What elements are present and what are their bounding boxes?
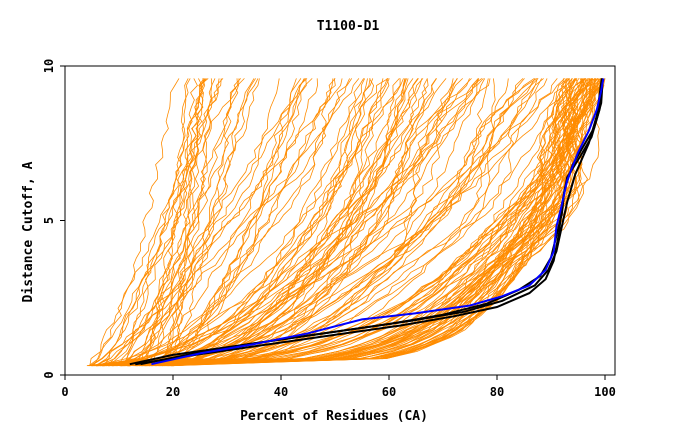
background-model-line: [152, 78, 374, 367]
background-model-line: [120, 78, 437, 367]
background-model-line: [169, 78, 305, 366]
y-tick-label: 0: [42, 371, 56, 378]
background-model-line: [139, 78, 297, 367]
background-model-line: [171, 78, 535, 367]
background-model-line: [130, 78, 260, 366]
y-tick-label: 5: [42, 217, 56, 224]
background-model-line: [135, 78, 240, 366]
x-tick-label: 100: [594, 385, 616, 399]
background-model-line: [141, 78, 597, 367]
background-model-line: [151, 78, 484, 367]
background-model-line: [170, 78, 419, 367]
background-model-line: [158, 78, 414, 367]
background-model-line: [94, 78, 206, 367]
background-model-line: [142, 78, 198, 366]
background-model-line: [128, 78, 585, 367]
background-model-line: [149, 78, 389, 367]
background-model-line: [89, 78, 222, 366]
background-model-line: [139, 78, 375, 367]
background-model-line: [132, 78, 539, 367]
background-model-line: [99, 78, 576, 367]
background-model-line: [140, 78, 496, 367]
y-tick-label: 10: [42, 59, 56, 73]
background-model-line: [86, 78, 480, 367]
background-model-line: [166, 78, 458, 367]
background-model-line: [149, 78, 536, 367]
background-model-line: [123, 78, 241, 366]
background-model-line: [98, 78, 255, 367]
background-model-line: [94, 78, 472, 367]
background-model-line: [127, 78, 463, 367]
background-model-line: [126, 78, 336, 367]
background-model-line: [95, 78, 584, 367]
background-model-line: [149, 78, 489, 367]
background-model-line: [166, 78, 584, 367]
background-model-line: [118, 78, 308, 366]
background-model-line: [95, 78, 343, 367]
background-model-line: [104, 78, 404, 367]
x-tick-label: 40: [274, 385, 288, 399]
y-axis-label: Distance Cutoff, A: [21, 161, 36, 302]
background-model-line: [99, 78, 371, 367]
highlight-blue-line: [151, 78, 605, 366]
background-model-line: [128, 78, 576, 367]
x-tick-label: 80: [490, 385, 504, 399]
background-model-line: [88, 78, 180, 367]
background-model-line: [144, 78, 604, 367]
background-model-line: [112, 78, 259, 367]
background-model-line: [101, 78, 567, 367]
y-axis-ticks: 0 5 10: [42, 59, 65, 379]
background-model-line: [102, 78, 220, 366]
background-model-line: [88, 78, 573, 367]
background-model-line: [138, 78, 592, 367]
background-model-line: [142, 78, 207, 366]
background-model-line: [128, 78, 558, 367]
background-model-line: [116, 78, 509, 367]
background-model-line: [120, 78, 280, 367]
background-model-line: [158, 78, 213, 367]
highlighted-model-curves: [129, 78, 605, 366]
x-axis-ticks: 0 20 40 60 80 100: [61, 375, 616, 399]
chart-title: T1100-D1: [317, 19, 380, 34]
background-model-line: [172, 78, 407, 367]
background-model-line: [159, 78, 318, 367]
background-model-line: [112, 78, 302, 367]
background-model-line: [160, 78, 205, 366]
background-model-line: [89, 78, 191, 367]
background-model-line: [90, 78, 447, 367]
background-model-line: [125, 78, 224, 366]
background-model-line: [91, 78, 353, 367]
background-model-line: [149, 78, 313, 366]
background-model-line: [149, 78, 483, 367]
background-model-line: [142, 78, 409, 367]
background-model-line: [170, 78, 350, 366]
highlight-black-line: [135, 78, 604, 366]
background-model-line: [156, 78, 238, 367]
background-model-line: [100, 78, 491, 367]
background-model-line: [155, 78, 573, 367]
background-model-line: [95, 78, 419, 367]
x-tick-label: 60: [382, 385, 396, 399]
x-tick-label: 0: [61, 385, 68, 399]
x-axis-label: Percent of Residues (CA): [240, 409, 428, 424]
background-model-line: [92, 78, 366, 367]
x-tick-label: 20: [166, 385, 180, 399]
background-model-line: [136, 78, 390, 367]
background-model-line: [99, 78, 565, 367]
